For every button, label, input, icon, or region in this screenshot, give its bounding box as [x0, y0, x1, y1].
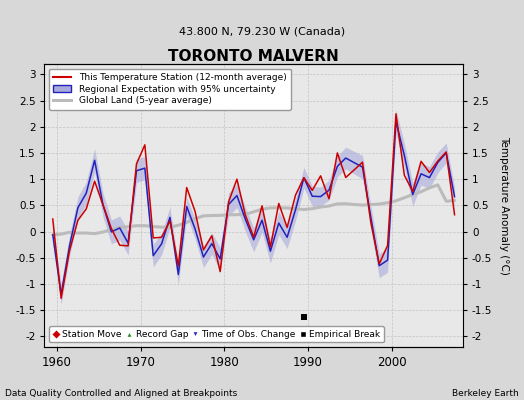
Title: TORONTO MALVERN: TORONTO MALVERN	[168, 49, 339, 64]
Text: 43.800 N, 79.230 W (Canada): 43.800 N, 79.230 W (Canada)	[179, 26, 345, 36]
Legend: Station Move, Record Gap, Time of Obs. Change, Empirical Break: Station Move, Record Gap, Time of Obs. C…	[49, 326, 384, 342]
Text: Data Quality Controlled and Aligned at Breakpoints: Data Quality Controlled and Aligned at B…	[5, 389, 237, 398]
Y-axis label: Temperature Anomaly (°C): Temperature Anomaly (°C)	[499, 136, 509, 275]
Text: Berkeley Earth: Berkeley Earth	[452, 389, 519, 398]
